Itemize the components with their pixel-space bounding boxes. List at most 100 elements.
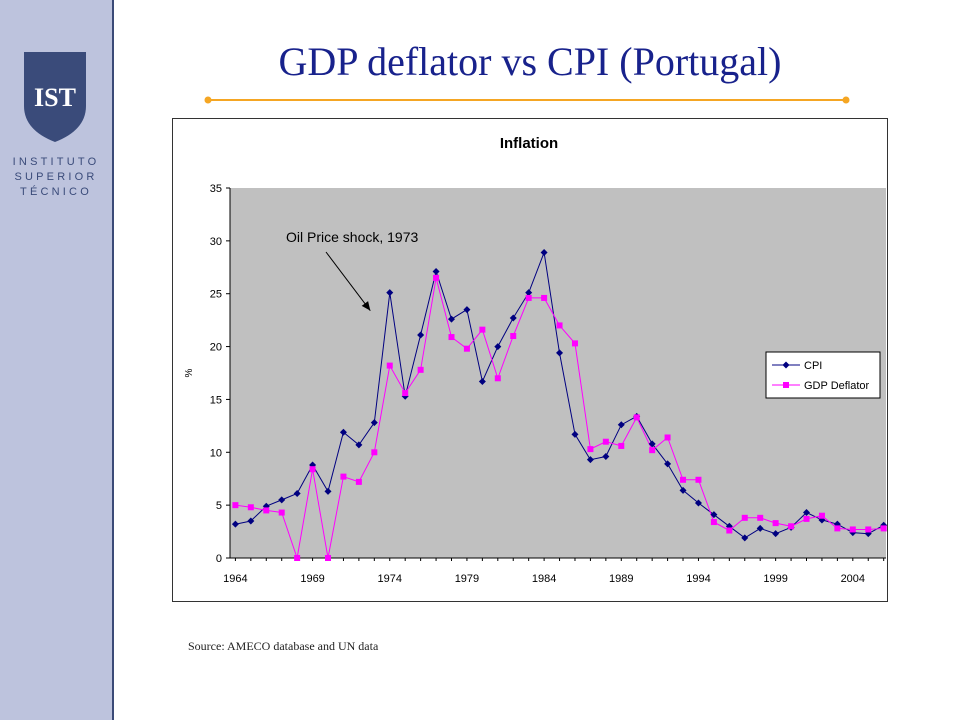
title-underline xyxy=(204,96,850,104)
gdp-deflator-point xyxy=(602,438,609,445)
gdp-deflator-point xyxy=(695,476,702,483)
gdp-deflator-point xyxy=(433,274,440,281)
cpi-point xyxy=(803,509,811,517)
cpi-point xyxy=(231,520,239,528)
cpi-point xyxy=(355,441,363,449)
cpi-point xyxy=(386,289,394,297)
y-tick-label: 10 xyxy=(210,447,222,459)
cpi-point xyxy=(447,315,455,323)
cpi-point xyxy=(339,428,347,436)
gdp-deflator-point xyxy=(463,345,470,352)
gdp-deflator-point xyxy=(355,478,362,485)
cpi-point xyxy=(741,534,749,542)
cpi-point xyxy=(463,306,471,314)
cpi-point xyxy=(278,496,286,504)
gdp-deflator-point xyxy=(803,515,810,522)
gdp-deflator-point xyxy=(541,294,548,301)
legend-swatch-marker xyxy=(783,382,789,388)
gdp-deflator-point xyxy=(849,526,856,533)
gdp-deflator-point xyxy=(325,555,332,561)
gdp-deflator-point xyxy=(633,414,640,421)
cpi-point xyxy=(664,460,672,468)
gdp-deflator-point xyxy=(757,514,764,521)
x-tick-label: 1974 xyxy=(378,573,402,585)
chart-title: Inflation xyxy=(500,135,558,152)
legend-label: CPI xyxy=(804,360,822,372)
cpi-point xyxy=(417,331,425,339)
x-tick-label: 1969 xyxy=(300,573,324,585)
legend-box xyxy=(765,351,881,399)
cpi-point xyxy=(617,421,625,429)
gdp-deflator-point xyxy=(494,375,501,382)
x-tick-label: 1999 xyxy=(763,573,787,585)
cpi-point xyxy=(679,486,687,494)
gdp-deflator-point xyxy=(726,527,733,534)
annotation-arrowhead xyxy=(361,301,371,311)
cpi-point xyxy=(540,248,548,256)
gdp-deflator-point xyxy=(618,442,625,449)
gdp-deflator-point xyxy=(772,520,779,527)
x-tick-label: 2004 xyxy=(841,573,865,585)
gdp-deflator-point xyxy=(232,502,239,509)
cpi-point xyxy=(525,289,533,297)
gdp-deflator-point xyxy=(294,555,301,561)
cpi-point xyxy=(556,349,564,357)
gdp-deflator-point xyxy=(556,322,563,329)
cpi-point xyxy=(478,377,486,385)
gdp-deflator-point xyxy=(680,476,687,483)
cpi-point xyxy=(694,499,702,507)
gdp-deflator-point xyxy=(880,525,887,532)
gdp-deflator-point xyxy=(278,509,285,516)
gdp-deflator-point xyxy=(525,294,532,301)
gdp-deflator-point xyxy=(788,523,795,530)
y-axis-label: % xyxy=(184,368,195,377)
cpi-point xyxy=(571,430,579,438)
cpi-point xyxy=(602,453,610,461)
gdp-deflator-point xyxy=(649,447,656,454)
gdp-deflator-point xyxy=(818,512,825,519)
gdp-deflator-point xyxy=(386,362,393,369)
gdp-deflator-point xyxy=(340,473,347,480)
gdp-deflator-point xyxy=(865,526,872,533)
cpi-point xyxy=(849,529,857,537)
cpi-point xyxy=(432,268,440,276)
ist-logo: IST xyxy=(24,52,86,142)
cpi-point xyxy=(293,490,301,498)
gdp-deflator-point xyxy=(479,326,486,333)
cpi-point xyxy=(586,456,594,464)
gdp-deflator-point xyxy=(587,446,594,453)
gdp-deflator-point xyxy=(710,519,717,526)
y-tick-label: 15 xyxy=(210,394,222,406)
sidebar-panel: IST INSTITUTO SUPERIOR TÉCNICO xyxy=(0,0,114,720)
cpi-point xyxy=(864,530,872,538)
cpi-point xyxy=(247,517,255,525)
gdp-deflator-point xyxy=(664,434,671,441)
institution-line-2: SUPERIOR xyxy=(14,171,98,183)
cpi-point xyxy=(648,440,656,448)
gdp-deflator-point xyxy=(402,390,409,397)
gdp-deflator-point xyxy=(263,507,270,514)
page-title: GDP deflator vs CPI (Portugal) xyxy=(278,39,782,84)
x-tick-label: 1964 xyxy=(223,573,247,585)
cpi-point xyxy=(772,530,780,538)
cpi-point xyxy=(509,314,517,322)
source-note: Source: AMECO database and UN data xyxy=(188,639,379,653)
x-tick-label: 1989 xyxy=(609,573,633,585)
cpi-point xyxy=(756,524,764,532)
gdp-deflator-point xyxy=(417,366,424,373)
x-tick-label: 1984 xyxy=(532,573,556,585)
x-tick-label: 1994 xyxy=(686,573,710,585)
institution-line-3: TÉCNICO xyxy=(20,186,92,198)
gdp-deflator-point xyxy=(448,334,455,341)
cpi-point xyxy=(370,419,378,427)
y-tick-label: 0 xyxy=(216,553,222,565)
legend-label: GDP Deflator xyxy=(804,380,870,392)
gdp-deflator-point xyxy=(834,525,841,532)
x-tick-label: 1979 xyxy=(455,573,479,585)
gdp-deflator-point xyxy=(741,514,748,521)
y-tick-label: 30 xyxy=(210,236,222,248)
inflation-chart: Inflation 0 5 10 15 20 25 30 35% 1964 1969 1974 1979… xyxy=(184,135,888,585)
gdp-deflator-point xyxy=(309,466,316,473)
legend-swatch-marker xyxy=(782,361,790,369)
cpi-point xyxy=(324,487,332,495)
